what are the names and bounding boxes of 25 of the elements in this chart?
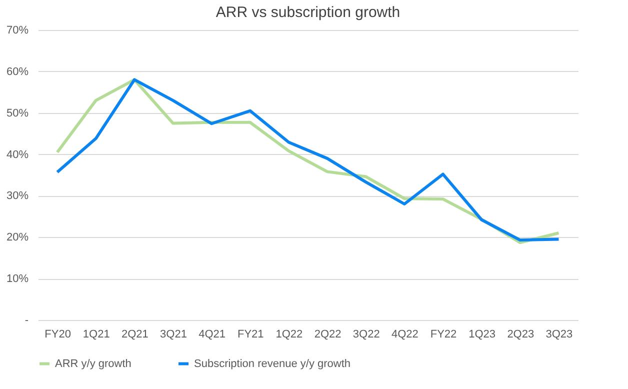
y-tick-label: 60% <box>6 66 29 78</box>
x-tick-label: 2Q21 <box>121 328 148 340</box>
x-tick-label: FY20 <box>44 328 71 340</box>
x-tick-label: 2Q22 <box>314 328 342 340</box>
x-tick-label: 3Q23 <box>546 328 573 340</box>
x-tick-label: 1Q21 <box>82 328 110 340</box>
chart-title: ARR vs subscription growth <box>216 4 400 21</box>
legend-label: Subscription revenue y/y growth <box>194 358 351 370</box>
y-tick-label: 40% <box>6 148 29 161</box>
y-tick-label: 70% <box>6 24 29 36</box>
x-tick-label: 4Q21 <box>198 328 226 340</box>
y-tick-label: 50% <box>6 107 29 120</box>
x-tick-label: 1Q23 <box>468 328 496 340</box>
y-tick-label: 30% <box>6 190 29 202</box>
x-tick-label: 3Q21 <box>160 328 187 340</box>
x-tick-label: FY21 <box>237 328 264 340</box>
y-tick-label: 20% <box>6 232 29 244</box>
y-tick-label: - <box>24 314 29 326</box>
x-tick-label: FY22 <box>430 328 457 340</box>
x-tick-label: 1Q22 <box>276 328 303 340</box>
x-tick-label: 2Q23 <box>507 328 534 340</box>
legend-label: ARR y/y growth <box>55 358 132 370</box>
y-tick-label: 10% <box>6 273 29 286</box>
x-tick-label: 3Q22 <box>352 328 380 340</box>
x-tick-label: 4Q22 <box>391 328 418 340</box>
